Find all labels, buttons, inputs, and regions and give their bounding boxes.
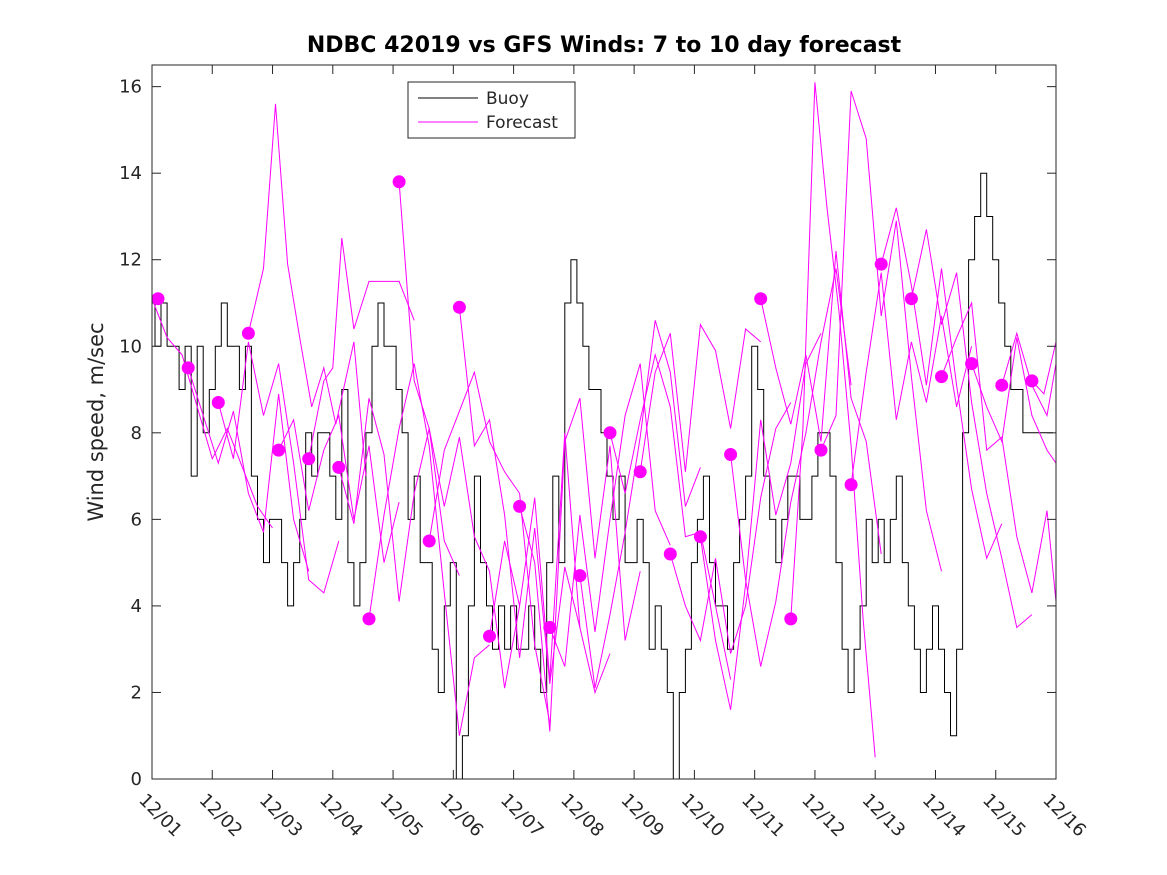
forecast-start-marker [483,629,496,643]
forecast-start-marker [844,478,858,492]
forecast-start-marker [362,612,376,626]
forecast-start-marker [814,443,828,457]
forecast-start-marker [272,443,286,457]
forecast-line-7 [338,398,460,602]
forecast-start-marker [693,530,707,544]
y-tick-label: 0 [131,769,142,790]
series-layer [151,82,1057,780]
forecast-line-9 [398,181,521,689]
forecast-start-marker [995,378,1009,392]
y-tick-label: 12 [119,250,142,271]
x-tick-label: 12/10 [677,790,729,842]
x-tick-label: 12/01 [134,790,186,842]
forecast-line-15 [579,320,701,689]
forecast-start-marker [181,361,195,375]
forecast-line-3 [217,341,340,594]
x-tick-label: 12/02 [195,790,247,842]
forecast-start-marker [513,499,527,513]
forecast-line-19 [699,333,822,710]
forecast-start-marker [754,292,768,306]
forecast-line-4 [247,103,367,477]
forecast-line-20 [730,268,852,667]
forecast-start-marker [543,621,557,634]
forecast-line-6 [308,238,415,459]
forecast-start-marker [151,292,165,306]
forecast-line-8 [368,363,490,736]
y-tick-label: 4 [131,596,142,617]
forecast-line-14 [549,363,671,667]
forecast-start-marker [241,326,255,340]
y-tick-label: 8 [131,423,142,444]
forecast-start-marker [603,426,617,440]
forecast-line-13 [519,398,641,732]
forecast-start-marker [633,465,647,479]
forecast-line-16 [609,352,732,680]
legend-label-buoy: Buoy [486,89,529,109]
x-tick-label: 12/05 [376,790,428,842]
x-tick-label: 12/14 [918,790,970,842]
forecast-start-marker [935,370,948,384]
y-axis-label: Wind speed, m/sec [84,322,108,521]
forecast-start-marker [1025,374,1039,388]
x-tick-label: 12/16 [1038,790,1090,842]
forecast-start-marker [904,292,918,306]
y-tick-label: 14 [119,163,142,184]
x-tick-label: 12/13 [858,790,910,842]
forecast-start-marker [211,396,225,409]
forecast-line-11 [458,307,581,684]
forecast-start-marker [452,300,466,314]
chart-title: NDBC 42019 vs GFS Winds: 7 to 10 day for… [307,33,902,58]
x-tick-label: 12/06 [436,790,488,842]
forecast-start-marker [573,569,587,583]
forecast-line-27 [941,301,1057,602]
forecast-start-marker [965,357,979,371]
forecast-line-26 [910,229,1033,629]
forecast-line-2 [187,367,310,572]
forecast-line-23 [820,90,942,572]
forecast-start-marker [874,257,888,271]
x-tick-label: 12/12 [797,790,849,842]
forecast-line-18 [669,402,792,654]
forecast-start-marker [392,175,406,189]
forecast-start-marker [302,452,316,466]
y-tick-label: 2 [131,682,142,703]
x-tick-label: 12/08 [556,790,608,842]
forecast-line-21 [760,251,882,555]
forecast-line-25 [880,207,1003,560]
forecast-start-marker [724,448,738,461]
x-tick-label: 12/03 [255,790,307,842]
legend-box [407,81,576,139]
axes-frame [151,64,1057,780]
y-tick-label: 16 [119,77,142,98]
forecast-start-marker [784,612,798,626]
buoy-series-line [152,172,1053,780]
x-tick-label: 12/15 [978,790,1030,842]
y-tick-label: 6 [131,509,142,530]
forecast-start-marker [663,547,677,561]
forecast-line-1 [151,298,273,529]
forecast-line-10 [428,370,551,723]
forecast-line-22 [790,82,876,758]
plot-area [152,65,1056,779]
legend: Buoy Forecast [407,81,576,139]
x-tick-label: 12/07 [496,790,548,842]
forecast-start-marker [332,460,346,474]
legend-label-forecast: Forecast [486,113,558,133]
forecast-line-5 [278,413,400,563]
x-tick-label: 12/04 [315,790,367,842]
forecast-line-12 [489,432,611,695]
x-tick-label: 12/09 [617,790,669,842]
forecast-line-17 [639,323,762,472]
x-tick-label: 12/11 [737,790,789,842]
forecast-line-28 [971,337,1057,464]
forecast-start-marker [422,534,436,548]
forecast-line-24 [850,272,973,485]
y-tick-label: 10 [119,336,142,357]
